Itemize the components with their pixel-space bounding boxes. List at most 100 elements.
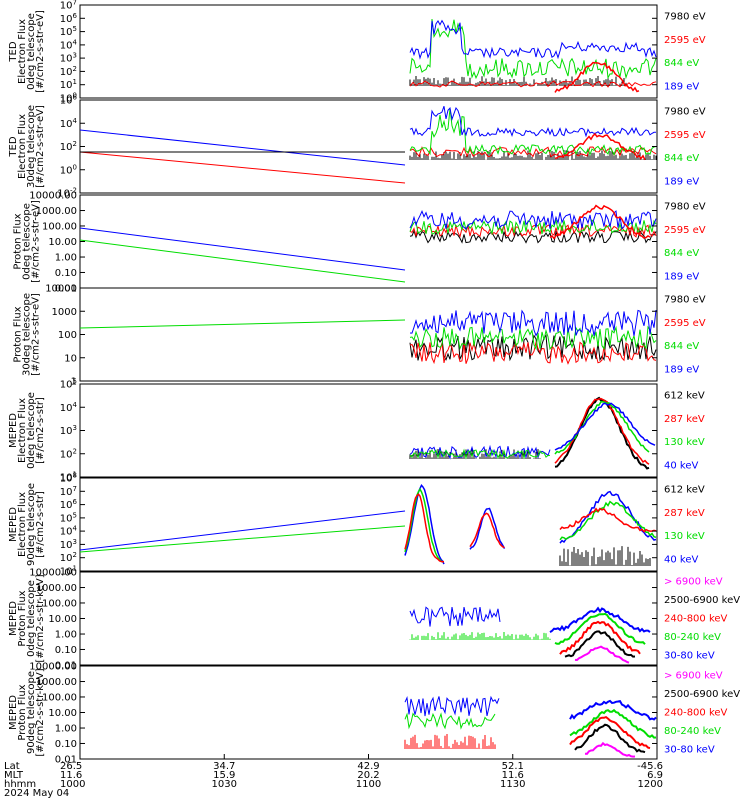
legend-entry: 189 eV [664,176,699,187]
legend-entry: > 6900 keV [664,576,723,587]
legend-entry: 40 keV [664,460,698,471]
panel-frame [79,4,658,99]
panel-traces [409,18,657,93]
y-tick-label: 100 [60,163,77,176]
x-tick-label-mlt: 20.2 [357,770,379,781]
legend-entry: 30-80 keV [664,651,715,662]
panel-frame [79,477,658,572]
y-tick-label: 106 [60,12,78,25]
panel-frame [79,383,658,478]
panel-8: 0.01 0.10 1.00 10.00 100.00 1000.00 10000.00 ME… [8,662,740,766]
legend-entry: 7980 eV [664,12,706,23]
x-tick-label-mlt: 11.6 [60,770,82,781]
y-tick-label: 10.00 [48,237,77,248]
y-axis-label: 30deg telescope [22,293,33,376]
legend-entry: 2500-6900 keV [664,689,740,700]
y-tick-label: 10 [64,353,77,364]
panel-traces [404,695,657,758]
y-axis-label: TED [8,136,19,157]
y-axis-label: MEPED [8,601,19,636]
trace-80-240kev [404,712,496,730]
y-axis-label: [#/cm2-s-str-keV] [35,574,46,662]
y-axis-label: MEPED [8,695,19,730]
trace-844ev [409,219,657,236]
trace-80-240kev-bump [569,708,657,739]
y-tick-label: 106 [60,498,78,511]
y-tick-label: 0.01 [55,755,77,766]
legend-entry: 612 keV [664,485,705,496]
legend-entry: 7980 eV [664,202,706,213]
x-row-label-lat: Lat [4,761,20,772]
panel-traces [80,309,657,365]
y-axis-label: 30deg telescope [26,105,37,188]
trace-287kev-peak1 [404,493,445,563]
x-tick-label-lat: 42.9 [357,761,379,772]
y-tick-label: 102 [60,551,77,564]
trace-40kev-bump [554,402,656,451]
y-axis-label: Electron Flux [17,19,28,84]
legend-entry: 2595 eV [664,318,706,329]
trace-240-800kev [404,734,496,749]
y-tick-label: 1000.00 [36,677,77,688]
trace-30-80kev [409,606,501,627]
y-axis-label: Proton Flux [13,306,24,362]
legend-entry: 844 eV [664,248,699,259]
y-tick-label: 0.10 [55,645,77,656]
y-axis-label: [#/cm2-s-str-eV] [35,105,46,188]
panel-traces [80,106,657,184]
trace-2595ev [409,146,657,158]
legend-entry: 2595 eV [664,35,706,46]
legend-entry: 80-240 keV [664,632,721,643]
x-tick-label-hhmm: 1030 [212,779,237,790]
panel-7: 0.01 0.10 1.00 10.00 100.00 1000.00 10000.00 ME… [8,568,740,672]
y-tick-label: 103 [60,538,77,551]
trace-2595ev-bump [549,204,651,240]
y-tick-label: 103 [60,52,77,65]
trace-40kev-interp [80,510,406,551]
y-tick-label: 10000.00 [29,662,77,673]
trace-612kev [559,546,651,566]
y-tick-label: 105 [60,378,77,391]
legend-entry: 130 keV [664,437,705,448]
legend-entry: 240-800 keV [664,614,728,625]
trace-130kev-peak1 [404,487,445,563]
y-tick-label: 102 [60,447,77,460]
y-tick-label: 10000.00 [29,568,77,579]
y-axis-label: Proton Flux [17,590,28,646]
trace-287kev-peak2 [469,512,505,549]
y-tick-label: 10000 [45,284,77,295]
y-axis-label: Proton Flux [17,684,28,740]
y-axis-label: [#/cm2-s-str-keV] [35,668,46,756]
y-axis-label: MEPED [8,413,19,448]
y-tick-label: 0.10 [55,739,77,750]
trace-844ev-interp [80,319,406,329]
trace-189ev [409,106,657,138]
y-axis-label: 0deg telescope [22,203,33,280]
y-axis-label: [#/cm2-s-str] [35,397,46,464]
y-axis-label: Proton Flux [13,213,24,269]
y-axis-label: [#/cm2-s-str-eV] [35,10,46,93]
x-tick-label-lat: 34.7 [213,761,235,772]
x-tick-label-mlt: 11.6 [502,770,524,781]
trace-40kev-peak2 [469,507,506,550]
y-axis-label: 90deg telescope [26,483,37,566]
trace-130kev-interp [80,525,406,553]
trace-80-240kev [409,632,551,640]
legend-entry: 40 keV [664,554,698,565]
y-axis-label: [#/cm2-s-str-eV] [31,200,42,283]
legend-entry: > 6900 keV [664,670,723,681]
y-tick-label: 102 [60,65,77,78]
trace-130kev-bump [559,500,657,541]
y-axis-label: Electron Flux [17,492,28,557]
panel-traces [409,606,651,664]
legend-entry: 2500-6900 keV [664,595,740,606]
legend-entry: 7980 eV [664,295,706,306]
trace-844ev [409,325,657,351]
y-tick-label: 0.01 [55,661,77,672]
y-tick-label: 1000 [52,307,77,318]
panel-3: 0.01 0.10 1.00 10.00 100.00 1000.00 10000.00 Pr… [13,191,706,295]
trace-30-80kev [404,695,500,717]
y-tick-label: 1.00 [55,253,77,264]
